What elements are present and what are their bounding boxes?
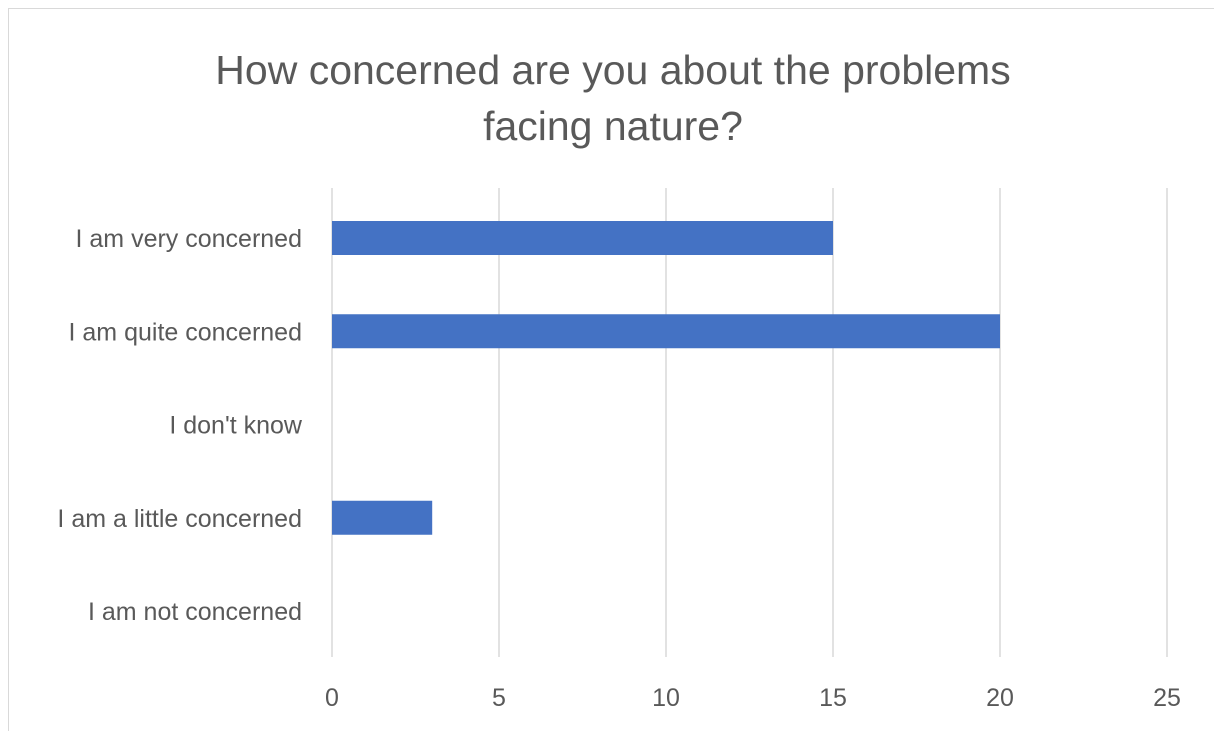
category-label: I am a little concerned xyxy=(57,505,302,533)
bar xyxy=(332,314,1000,349)
x-tick-label: 25 xyxy=(1153,684,1181,712)
category-label: I don't know xyxy=(169,412,303,440)
x-tick-label: 20 xyxy=(986,684,1014,712)
x-tick-label: 15 xyxy=(819,684,847,712)
x-tick-label: 5 xyxy=(492,684,506,712)
chart-title-line-2: facing nature? xyxy=(483,103,743,149)
chart-title-line-1: How concerned are you about the problems xyxy=(215,47,1010,93)
bar xyxy=(332,500,433,535)
bar xyxy=(332,221,833,255)
category-label: I am quite concerned xyxy=(69,318,302,346)
chart-area xyxy=(8,8,1214,731)
x-axis-tick-labels: 0 5 10 15 20 25 xyxy=(325,684,1181,712)
x-tick-label: 0 xyxy=(325,684,339,712)
category-label: I am not concerned xyxy=(88,598,302,626)
chart-title: How concerned are you about the problems… xyxy=(215,47,1010,149)
category-labels: I am very concerned I am quite concerned I… xyxy=(57,225,303,626)
x-tick-label: 10 xyxy=(652,684,680,712)
gridlines xyxy=(331,188,1168,657)
bars xyxy=(332,221,1000,535)
category-label: I am very concerned xyxy=(76,225,303,253)
